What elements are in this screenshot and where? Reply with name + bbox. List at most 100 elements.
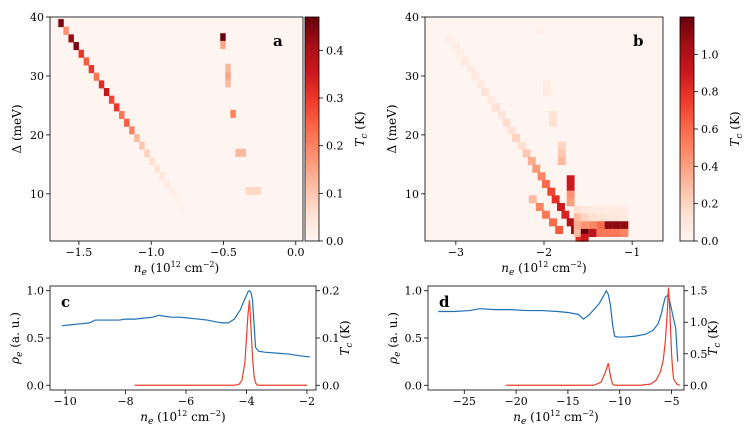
heatmap-cell <box>83 57 90 66</box>
x-tick-label: −4 <box>238 395 254 408</box>
y-tick-label: 30 <box>405 70 419 83</box>
svg-text:ρe (a. u.): ρe (a. u.) <box>8 312 25 365</box>
heatmap-cell <box>537 172 546 181</box>
heatmap-cell <box>487 95 496 104</box>
heatmap-cell <box>557 141 566 150</box>
y2-tick-label: 1.5 <box>690 285 708 298</box>
heatmap-cell <box>612 213 621 222</box>
y-tick-label: 10 <box>30 188 44 201</box>
heatmap-cells <box>445 26 629 242</box>
heatmap-cells <box>58 19 262 212</box>
heatmap-cell <box>573 221 582 230</box>
heatmap-cell <box>491 103 500 112</box>
y-tick-label: 40 <box>405 11 419 24</box>
heatmap-cell <box>566 190 575 199</box>
heatmap-cell <box>620 213 629 222</box>
panel-label: a <box>273 32 283 50</box>
heatmap-cell <box>467 65 475 74</box>
y-tick-label: 0.0 <box>27 379 45 392</box>
x-tick-label: −25 <box>453 395 476 408</box>
heatmap-cell <box>174 195 181 204</box>
svg-text:Tc (K): Tc (K) <box>353 111 370 146</box>
svg-text:Δ (meV): Δ (meV) <box>385 105 399 154</box>
heatmap-cell <box>154 164 160 173</box>
colorbar-tick-label: 0.4 <box>326 44 344 57</box>
heatmap-cell <box>235 148 241 157</box>
heatmap-cell <box>612 228 621 237</box>
heatmap-cell <box>63 26 69 35</box>
colorbar <box>304 16 320 242</box>
heatmap-cell <box>240 148 246 157</box>
heatmap-cell <box>557 149 566 158</box>
heatmap-cell <box>604 228 613 237</box>
heatmap-cell <box>580 205 589 214</box>
heatmap-cell <box>255 187 262 196</box>
heatmap-cell <box>588 213 597 222</box>
heatmap-cell <box>620 228 629 237</box>
x-tick-label: −2 <box>299 395 315 408</box>
x-axis-label: ne (1012 cm−2) <box>134 260 219 278</box>
colorbar-tick-label: 0.2 <box>701 198 719 211</box>
x-tick-label: −1.0 <box>138 246 165 259</box>
heatmap-cell <box>557 202 565 212</box>
colorbar-tick-label: 0.8 <box>701 86 719 99</box>
heatmap-cell <box>220 40 226 49</box>
y-tick-label: 1.0 <box>27 285 45 298</box>
heatmap-cell <box>98 80 105 89</box>
y2-tick-label: 0.5 <box>690 348 708 361</box>
panel-label: b <box>633 32 644 50</box>
svg-text:Δ (meV): Δ (meV) <box>10 105 24 154</box>
panel-a: −1.5 −1.0 −0.5 0.0 10 20 30 40 a ne (1012 cm−2) Δ … <box>10 11 370 278</box>
heatmap-cell <box>471 72 480 81</box>
y2-tick-label: 0.0 <box>690 379 708 392</box>
panel-b: −3 −2 −1 10 20 30 40 b ne (1012 cm−2) Δ (meV) 0.0 0… <box>385 11 745 278</box>
svg-text:Tc (K): Tc (K) <box>706 320 723 355</box>
heatmap-cell <box>528 195 537 204</box>
heatmap-cell <box>542 88 551 97</box>
svg-text:ρe (a. u.): ρe (a. u.) <box>386 312 403 365</box>
heatmap-cell <box>68 34 74 43</box>
panel-label: d <box>439 293 450 311</box>
heatmap-cell <box>134 134 140 143</box>
panel-d: −25 −20 −15 −10 −5 0.0 0.5 1.0 0.0 0.5 1.0 1.5 d ne (… <box>386 285 723 427</box>
heatmap-cell <box>612 221 621 230</box>
heatmap-cell <box>580 221 589 230</box>
colorbar-tick-label: 0.1 <box>326 187 344 200</box>
svg-text:Tc (K): Tc (K) <box>728 111 745 146</box>
colorbar <box>679 16 695 242</box>
heatmap-cell <box>73 42 79 51</box>
heatmap-cell <box>532 164 541 173</box>
heatmap-cell <box>119 111 125 120</box>
heatmap-cell <box>542 210 550 219</box>
heatmap-background <box>425 17 663 241</box>
y-tick-label: 20 <box>405 129 419 142</box>
heatmap-background <box>50 17 303 241</box>
heatmap-cell <box>549 218 557 227</box>
plot-frame <box>49 16 304 242</box>
heatmap-cell <box>250 187 257 196</box>
x-tick-label: −5 <box>663 395 679 408</box>
heatmap-cell <box>551 195 560 204</box>
tc-series-line <box>134 300 307 386</box>
x-tick-label: −2 <box>536 246 552 259</box>
plot-frame <box>49 285 317 391</box>
heatmap-cell <box>144 149 150 158</box>
heatmap-cell <box>78 49 85 58</box>
x-tick-label: −1 <box>624 246 640 259</box>
heatmap-cell <box>535 202 544 212</box>
heatmap-cell <box>124 118 130 127</box>
colorbar-tick-label: 0.0 <box>326 235 344 248</box>
panel-label: c <box>61 293 70 311</box>
heatmap-cell <box>596 213 605 222</box>
x-tick-label: −8 <box>117 395 133 408</box>
heatmap-cell <box>561 210 570 219</box>
x-axis-label: ne (1012 cm−2) <box>140 409 225 427</box>
y2-tick-label: 1.0 <box>690 316 708 329</box>
heatmap-cell <box>512 134 520 143</box>
x-tick-label: −0.5 <box>210 246 237 259</box>
heatmap-cell <box>220 33 226 42</box>
heatmap-cell <box>580 228 589 237</box>
heatmap-cell <box>566 218 575 227</box>
heatmap-cell <box>139 141 145 150</box>
